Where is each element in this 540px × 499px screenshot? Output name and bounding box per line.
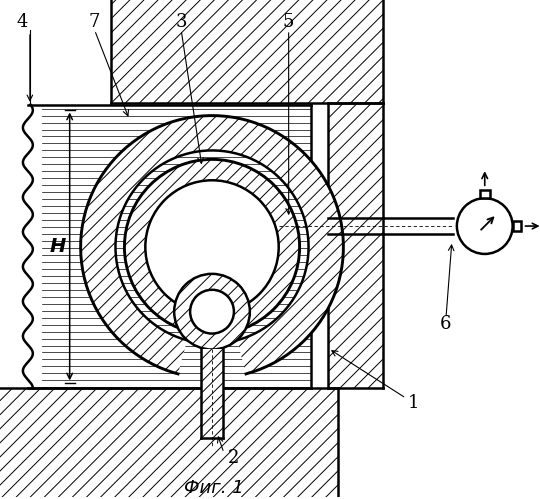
- Circle shape: [457, 198, 512, 254]
- Text: 5: 5: [283, 13, 294, 31]
- Text: 2: 2: [228, 449, 240, 467]
- Polygon shape: [201, 349, 223, 438]
- Polygon shape: [0, 388, 339, 497]
- Polygon shape: [124, 159, 300, 334]
- Circle shape: [145, 180, 279, 314]
- Bar: [480, 190, 490, 198]
- Polygon shape: [111, 0, 383, 103]
- Text: H: H: [50, 237, 66, 256]
- Text: 6: 6: [440, 314, 451, 333]
- Text: 4: 4: [16, 13, 28, 31]
- Polygon shape: [80, 116, 343, 374]
- Text: 7: 7: [89, 13, 100, 31]
- Text: Фиг. 1: Фиг. 1: [184, 479, 244, 497]
- Polygon shape: [174, 274, 250, 349]
- Text: 3: 3: [176, 13, 187, 31]
- Bar: [512, 221, 521, 231]
- Polygon shape: [28, 105, 310, 388]
- Text: 1: 1: [407, 394, 419, 412]
- Polygon shape: [328, 103, 383, 388]
- Circle shape: [190, 290, 234, 333]
